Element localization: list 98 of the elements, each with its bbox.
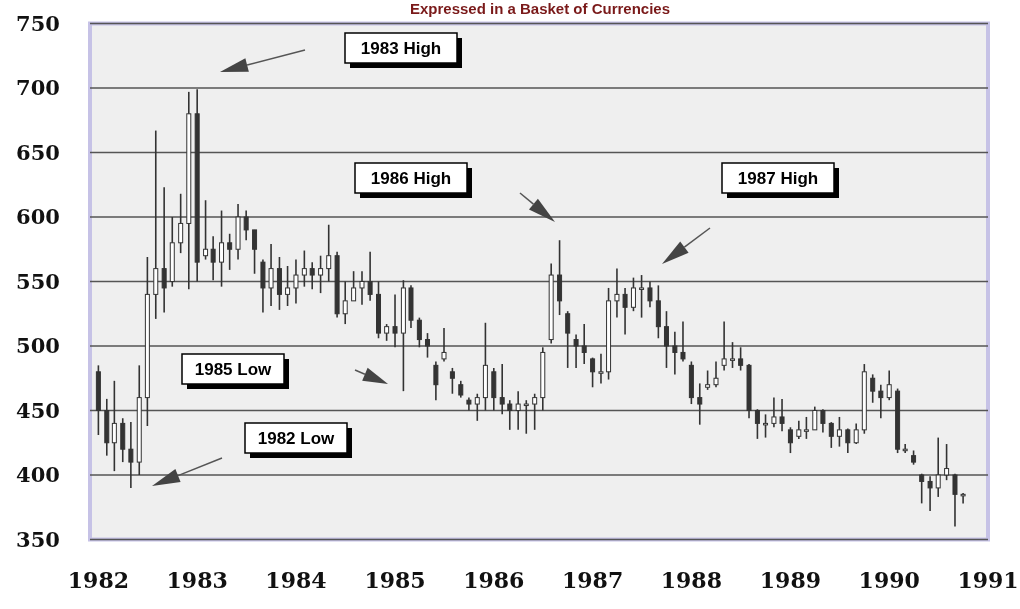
candlestick [647,280,653,309]
candlestick [252,229,258,275]
candlestick [590,356,596,389]
candlestick [499,363,505,416]
candlestick [326,223,332,283]
candlestick [754,408,760,440]
candlestick [474,392,480,422]
candlestick [515,390,521,431]
candlestick [738,346,744,372]
y-tick-label: 750 [16,10,60,36]
candlestick [803,416,809,440]
candlestick [622,287,628,336]
candlestick [730,341,736,369]
candlestick [573,333,579,369]
candlestick [878,383,884,420]
candlestick [309,261,315,291]
candlestick [763,413,769,439]
annotation: 1985 Low [194,359,273,379]
x-tick-label: 1989 [759,567,822,593]
candlestick [598,352,604,385]
y-tick-label: 500 [16,333,60,359]
candlestick [293,258,299,305]
chart-title: Expressed in a Basket of Currencies [409,0,671,17]
candlestick [268,243,274,307]
y-tick-label: 350 [16,526,60,552]
candlestick [219,209,225,288]
candlestick [680,320,686,363]
candlestick [532,392,538,431]
x-tick-label: 1987 [561,567,624,593]
candlestick [565,310,571,369]
y-tick-label: 400 [16,462,60,488]
candlestick [944,443,950,481]
candlestick [351,270,357,302]
x-tick-label: 1991 [957,567,1019,593]
candlestick [870,373,876,404]
candlestick [342,280,348,325]
candlestick [392,293,398,349]
annotation: 1983 High [360,38,442,58]
candlestick [952,472,958,528]
candlestick [111,380,117,472]
candlestick [836,416,842,448]
candlestick [523,399,529,435]
candlestick [705,369,711,391]
candlestick [433,360,439,401]
candlestick [779,398,785,432]
candlestick [128,421,134,489]
candlestick [820,408,826,434]
candlestick [935,436,941,498]
candlestick [285,265,291,307]
candlestick [663,310,669,369]
candlestick [243,209,249,242]
candlestick [672,331,678,376]
annotation: 1986 High [370,168,452,188]
candlestick [301,249,307,288]
candlestick [449,367,455,395]
candlestick [227,232,233,271]
candlestick [721,320,727,372]
candlestick [416,316,422,349]
y-tick-label: 600 [16,204,60,230]
candlestick [581,323,587,365]
candlestick [919,472,925,505]
x-tick-label: 1985 [364,567,426,593]
candlestick [713,360,719,389]
annotation: 1987 High [737,168,819,188]
candlestick [796,420,802,440]
x-tick-label: 1988 [660,567,722,593]
candlestick [203,199,209,261]
y-tick-label: 650 [16,139,60,165]
candlestick [828,421,834,449]
candlestick [359,270,365,306]
candlestick [886,369,892,401]
candlestick [845,427,851,454]
candlestick [630,276,636,312]
y-tick-label: 450 [16,397,60,423]
x-tick-label: 1990 [858,567,920,593]
candlestick [424,332,430,359]
candlestick [812,405,818,431]
candlestick [639,274,645,319]
candlestick [614,267,620,319]
y-tick-label: 700 [16,75,60,101]
candlestick [787,426,793,454]
x-tick-label: 1982 [67,567,130,593]
candlestick [318,254,324,294]
x-tick-label: 1984 [265,567,327,593]
candlestick [178,192,184,254]
annotation: 1982 Low [257,428,336,448]
candlestick [161,186,167,314]
candlestick [927,475,933,512]
y-tick-label: 550 [16,268,60,294]
candlestick [771,396,777,429]
candlestick [441,327,447,363]
candlestick [853,422,859,445]
x-tick-label: 1983 [166,567,228,593]
candlestick [507,399,513,431]
candlestick [210,235,216,282]
x-tick-label: 1986 [463,567,525,593]
candlestick [367,251,373,302]
candlestick [697,382,703,426]
